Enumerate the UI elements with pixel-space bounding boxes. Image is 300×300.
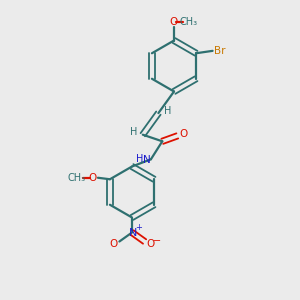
Text: H: H [136,154,143,164]
Text: H: H [130,127,137,137]
Text: O: O [109,239,118,249]
Text: N: N [128,227,137,238]
Text: H: H [164,106,172,116]
Text: Br: Br [214,46,225,56]
Text: −: − [152,236,161,246]
Text: +: + [135,223,142,232]
Text: O: O [89,173,97,183]
Text: O: O [146,239,155,249]
Text: N: N [143,155,151,165]
Text: CH₃: CH₃ [180,16,198,27]
Text: O: O [179,129,188,140]
Text: CH₃: CH₃ [68,173,86,183]
Text: O: O [170,16,178,27]
